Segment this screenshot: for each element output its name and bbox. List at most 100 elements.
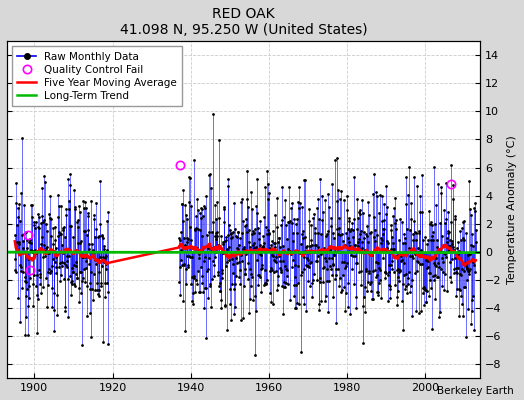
Point (410, 217, 419, 224)
Point (280, 279, 288, 286)
Point (365, 268, 373, 274)
Point (57, 231, 65, 237)
Point (275, 234, 283, 241)
Point (215, 137, 223, 144)
Point (470, 204, 478, 211)
Point (438, 232, 446, 239)
Point (198, 280, 206, 286)
Point (282, 266, 290, 272)
Point (194, 250, 203, 257)
Point (378, 226, 387, 232)
Point (103, 247, 111, 254)
Point (236, 281, 245, 287)
Point (456, 237, 465, 243)
Point (410, 270, 419, 276)
Point (194, 226, 202, 233)
Point (386, 262, 395, 268)
Point (435, 264, 443, 270)
Point (334, 266, 342, 272)
Point (429, 277, 438, 283)
Point (379, 231, 388, 237)
Point (347, 251, 356, 258)
Point (397, 298, 406, 304)
Point (183, 234, 191, 241)
Point (52, 249, 61, 256)
Point (441, 254, 450, 260)
Point (64, 253, 73, 259)
Point (237, 196, 246, 202)
Point (350, 215, 358, 222)
Point (177, 256, 185, 263)
Point (99, 338, 107, 345)
Point (327, 266, 335, 272)
Point (364, 278, 373, 285)
Point (380, 226, 388, 232)
Point (62, 258, 71, 264)
Point (407, 216, 416, 222)
Point (199, 288, 208, 295)
Point (87, 334, 95, 340)
Point (72, 274, 81, 281)
Point (436, 220, 444, 226)
Point (469, 293, 477, 299)
Point (222, 236, 230, 243)
Point (278, 184, 287, 190)
Point (271, 212, 279, 218)
Point (209, 111, 217, 117)
Point (377, 294, 385, 301)
Point (295, 301, 303, 307)
Point (85, 241, 94, 248)
Point (349, 227, 357, 234)
Point (175, 235, 183, 242)
Point (252, 308, 260, 314)
Point (242, 270, 250, 277)
Point (453, 251, 462, 258)
Point (67, 279, 75, 286)
Point (225, 222, 233, 228)
Point (430, 260, 438, 266)
Point (63, 314, 72, 320)
Point (301, 234, 309, 240)
Point (467, 242, 476, 248)
Point (285, 219, 293, 225)
Point (388, 234, 397, 240)
Point (353, 260, 362, 266)
Point (373, 193, 381, 200)
Point (276, 244, 284, 250)
Point (300, 301, 309, 308)
Point (54, 214, 62, 220)
Point (434, 260, 443, 266)
Point (213, 229, 221, 235)
Point (19, 244, 27, 251)
Point (45, 266, 53, 272)
Point (185, 224, 194, 230)
Point (457, 272, 465, 278)
Point (409, 237, 417, 243)
Point (395, 278, 403, 284)
Point (47, 267, 55, 274)
Point (385, 286, 394, 292)
Point (448, 238, 456, 244)
Point (181, 281, 190, 287)
Point (54, 233, 63, 239)
Point (179, 298, 188, 304)
Point (308, 280, 316, 286)
Point (235, 242, 244, 249)
Point (282, 267, 291, 273)
Point (96, 280, 105, 286)
Point (401, 240, 409, 246)
Point (238, 218, 247, 225)
Point (420, 254, 428, 261)
Point (259, 240, 268, 246)
Point (282, 222, 290, 228)
Point (265, 230, 273, 236)
Point (39, 219, 47, 225)
Point (30, 218, 38, 225)
Point (103, 289, 112, 296)
Point (293, 216, 301, 222)
Point (227, 317, 235, 323)
Point (429, 236, 437, 243)
Point (372, 189, 380, 195)
Point (296, 250, 304, 256)
Point (303, 262, 312, 269)
